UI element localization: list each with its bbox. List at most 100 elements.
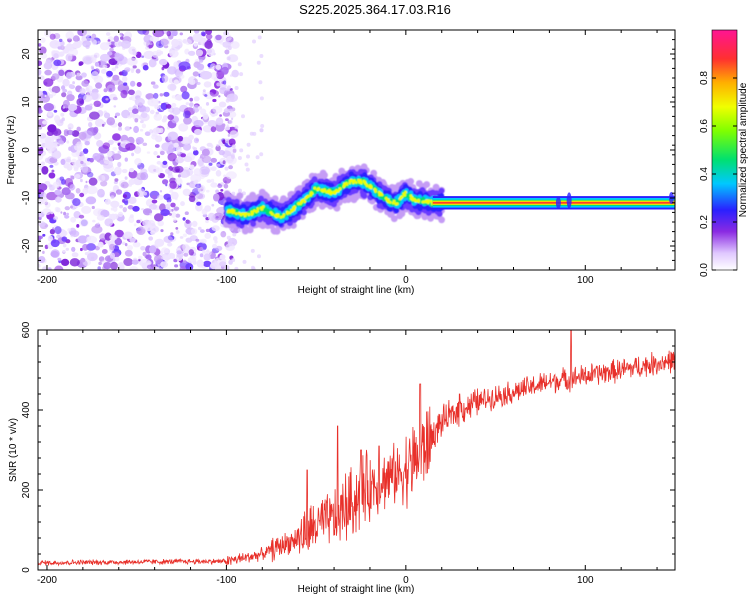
noise-blob	[151, 100, 154, 103]
noise-blob	[105, 98, 109, 101]
ridge-blob	[384, 196, 388, 200]
noise-blob	[231, 258, 236, 263]
noise-blob	[169, 30, 178, 37]
noise-blob	[47, 111, 53, 117]
noise-blob	[159, 150, 165, 156]
noise-blob	[216, 82, 222, 87]
noise-blob	[188, 50, 196, 56]
noise-blob	[241, 114, 245, 119]
noise-blob	[58, 38, 63, 43]
ridge-blob	[233, 203, 240, 209]
noise-blob	[128, 196, 137, 204]
noise-blob	[91, 56, 97, 64]
ridge-blob	[436, 210, 443, 217]
noise-blob	[106, 41, 112, 46]
noise-blob	[210, 157, 217, 163]
noise-blob	[97, 188, 105, 198]
ridge-blob	[430, 200, 433, 203]
ridge-blob	[421, 196, 426, 201]
noise-blob	[219, 114, 223, 117]
noise-blob	[77, 235, 88, 244]
noise-blob	[250, 265, 255, 270]
noise-blob	[70, 205, 73, 209]
noise-blob	[193, 180, 198, 185]
noise-blob	[97, 222, 100, 225]
noise-blob	[185, 219, 191, 224]
noise-blob	[43, 78, 54, 87]
noise-blob	[99, 53, 111, 62]
noise-blob	[80, 160, 84, 165]
noise-blob	[234, 86, 239, 90]
noise-blob	[53, 53, 59, 59]
noise-blob	[223, 108, 230, 114]
noise-blob	[137, 188, 146, 198]
noise-blob	[109, 234, 118, 241]
noise-blob	[171, 166, 181, 173]
noise-blob	[167, 136, 172, 141]
noise-blob	[173, 258, 178, 263]
noise-blob	[155, 167, 163, 174]
snr-xtick-label: -200	[37, 575, 57, 586]
ridge-blob	[379, 192, 383, 195]
noise-blob	[185, 263, 194, 270]
ridge-blob	[296, 185, 304, 192]
noise-blob	[199, 166, 210, 175]
noise-blob	[143, 50, 155, 60]
ridge-blob	[421, 200, 425, 204]
noise-blob	[171, 208, 174, 212]
noise-blob	[221, 123, 226, 128]
ridge-blob	[360, 163, 368, 171]
noise-blob	[47, 267, 52, 270]
noise-blob	[203, 260, 212, 268]
noise-blob	[219, 87, 228, 95]
noise-blob	[223, 174, 227, 178]
noise-blob	[114, 229, 124, 238]
noise-blob	[40, 161, 45, 166]
noise-blob	[95, 82, 103, 89]
noise-blob	[181, 91, 190, 100]
noise-blob	[129, 96, 133, 101]
noise-blob	[103, 156, 114, 165]
noise-blob	[202, 113, 209, 120]
noise-blob	[38, 256, 46, 263]
noise-blob	[140, 246, 146, 251]
noise-blob	[80, 178, 83, 183]
noise-blob	[223, 183, 229, 189]
noise-blob	[225, 139, 229, 144]
noise-blob	[44, 30, 52, 37]
noise-blob	[171, 38, 180, 48]
noise-blob	[124, 67, 131, 72]
noise-blob	[131, 259, 139, 265]
noise-blob	[178, 123, 189, 132]
noise-blob	[239, 72, 244, 77]
noise-blob	[97, 40, 101, 45]
noise-blob	[44, 94, 47, 98]
noise-blob	[175, 213, 181, 218]
spectrogram-ytick-label: 0	[21, 147, 32, 153]
noise-blob	[114, 166, 122, 176]
noise-blob	[210, 144, 214, 149]
noise-blob	[80, 247, 83, 252]
noise-blob	[225, 98, 230, 103]
noise-blob	[138, 105, 147, 113]
noise-blob	[110, 44, 114, 49]
colorbar-gradient	[711, 29, 738, 271]
noise-blob	[173, 218, 177, 222]
noise-blob	[222, 160, 226, 165]
noise-blob	[44, 202, 51, 208]
noise-blob	[171, 212, 177, 218]
noise-blob	[193, 119, 204, 128]
colorbar-label: Normalized spectral amplitude	[738, 82, 749, 217]
noise-blob	[210, 166, 217, 172]
noise-blob	[212, 106, 223, 114]
noise-blob	[94, 245, 100, 251]
noise-blob	[159, 58, 168, 66]
noise-blob	[114, 178, 119, 182]
colorbar-tick-label: 0.6	[699, 119, 710, 133]
noise-blob	[182, 243, 190, 252]
noise-blob	[70, 216, 76, 223]
noise-blob	[38, 235, 42, 241]
ridge-blob	[240, 208, 246, 213]
